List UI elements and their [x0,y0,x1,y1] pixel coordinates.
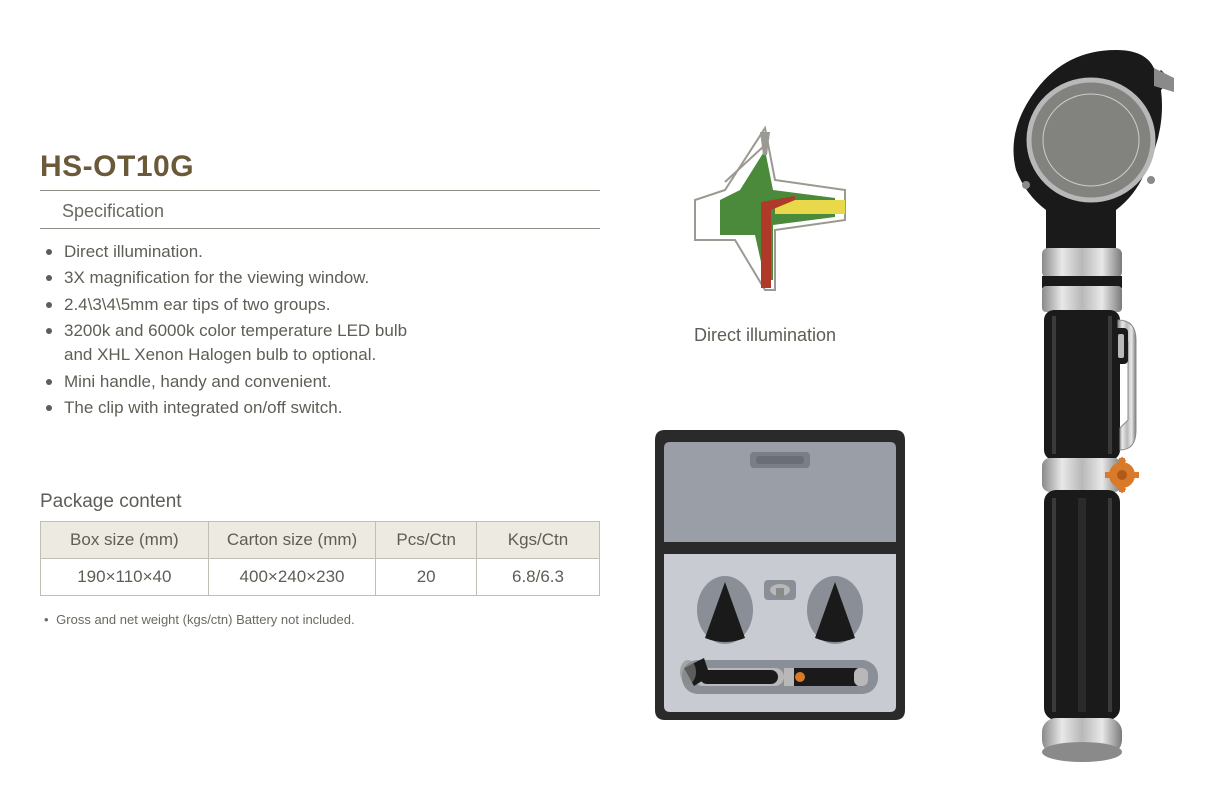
diagram-caption: Direct illumination [640,325,890,346]
table-header-cell: Kgs/Ctn [476,522,599,559]
table-row: 190×110×40400×240×230206.8/6.3 [41,559,600,596]
spec-item: Mini handle, handy and convenient. [46,369,600,395]
spec-item: 3X magnification for the viewing window. [46,265,600,291]
table-header-row: Box size (mm)Carton size (mm)Pcs/CtnKgs/… [41,522,600,559]
package-heading: Package content [40,491,600,513]
table-header-cell: Pcs/Ctn [376,522,477,559]
spec-item: and XHL Xenon Halogen bulb to optional. [46,342,600,368]
spec-item: Direct illumination. [46,239,600,265]
illumination-diagram: Direct illumination [640,120,890,346]
spec-item: 2.4\3\4\5mm ear tips of two groups. [46,292,600,318]
otoscope-device-image [996,20,1176,780]
footnote: Gross and net weight (kgs/ctn) Battery n… [40,612,600,627]
table-cell: 20 [376,559,477,596]
package-table: Box size (mm)Carton size (mm)Pcs/CtnKgs/… [40,521,600,596]
spec-item: 3200k and 6000k color temperature LED bu… [46,318,600,344]
product-case-image [640,420,920,740]
table-cell: 400×240×230 [208,559,376,596]
table-header-cell: Carton size (mm) [208,522,376,559]
spec-list: Direct illumination.3X magnification for… [40,239,600,421]
product-title: HS-OT10G [40,150,600,191]
spec-item: The clip with integrated on/off switch. [46,395,600,421]
table-cell: 6.8/6.3 [476,559,599,596]
spec-heading: Specification [40,197,600,229]
table-cell: 190×110×40 [41,559,209,596]
table-header-cell: Box size (mm) [41,522,209,559]
